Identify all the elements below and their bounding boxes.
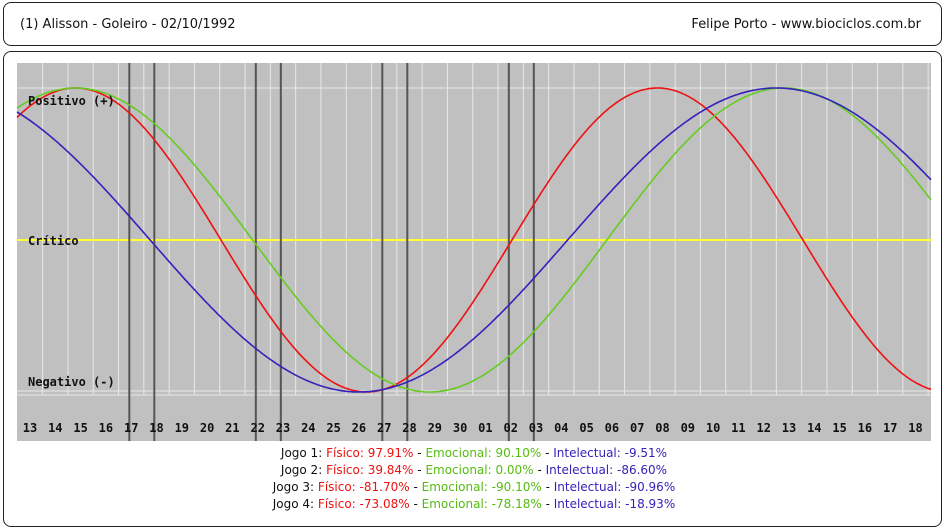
x-tick-label: 04	[554, 421, 568, 435]
x-tick-label: 07	[630, 421, 644, 435]
x-tick-label: 16	[858, 421, 872, 435]
legend-fisico: Físico: 39.84%	[326, 463, 414, 477]
x-tick-label: 28	[402, 421, 416, 435]
x-tick-label: 17	[124, 421, 138, 435]
legend-row-jogo-2: Jogo 2: Físico: 39.84% - Emocional: 0.00…	[0, 462, 948, 479]
x-tick-label: 25	[326, 421, 340, 435]
legend-intelectual: Intelectual: -90.96%	[553, 480, 676, 494]
legend-separator: -	[537, 463, 546, 477]
subject-title: (1) Alisson - Goleiro - 02/10/1992	[20, 17, 236, 32]
label-negativo: Negativo (-)	[28, 375, 115, 389]
label-critico: Crítico	[28, 234, 79, 248]
x-tick-label: 29	[428, 421, 442, 435]
x-tick-label: 18	[908, 421, 922, 435]
series-físico-line	[16, 87, 932, 393]
legend-fisico: Físico: -73.08%	[317, 497, 410, 511]
x-tick-label: 21	[225, 421, 239, 435]
legend-fisico: Físico: -81.70%	[317, 480, 410, 494]
x-tick-label: 26	[352, 421, 366, 435]
x-tick-label: 13	[782, 421, 796, 435]
legend-separator: -	[417, 446, 426, 460]
x-tick-label: 17	[883, 421, 897, 435]
x-tick-label: 23	[276, 421, 290, 435]
x-tick-label: 22	[250, 421, 264, 435]
legend-emocional: Emocional: 0.00%	[425, 463, 534, 477]
legend-row-jogo-1: Jogo 1: Físico: 97.91% - Emocional: 90.1…	[0, 445, 948, 462]
x-tick-label: 18	[149, 421, 163, 435]
label-positivo: Positivo (+)	[28, 94, 115, 108]
x-tick-label: 24	[301, 421, 315, 435]
legend-separator: -	[545, 446, 554, 460]
x-tick-label: 19	[175, 421, 189, 435]
x-tick-label: 16	[99, 421, 113, 435]
legend: Jogo 1: Físico: 97.91% - Emocional: 90.1…	[0, 445, 948, 513]
x-tick-label: 14	[807, 421, 821, 435]
x-tick-label: 13	[23, 421, 37, 435]
x-tick-label: 15	[73, 421, 87, 435]
x-tick-label: 20	[200, 421, 214, 435]
x-tick-label: 06	[605, 421, 619, 435]
x-tick-label: 02	[503, 421, 517, 435]
legend-intelectual: Intelectual: -9.51%	[553, 446, 668, 460]
legend-label: Jogo 1:	[280, 446, 323, 460]
x-tick-label: 14	[48, 421, 62, 435]
x-tick-label: 11	[731, 421, 745, 435]
x-tick-label: 05	[579, 421, 593, 435]
legend-label: Jogo 3:	[272, 480, 315, 494]
x-tick-label: 01	[478, 421, 492, 435]
series-intelectual-line	[16, 87, 932, 393]
legend-separator: -	[545, 497, 554, 511]
header-panel: (1) Alisson - Goleiro - 02/10/1992 Felip…	[3, 2, 942, 46]
legend-separator: -	[413, 497, 422, 511]
x-tick-label: 30	[453, 421, 467, 435]
x-tick-label: 10	[706, 421, 720, 435]
legend-row-jogo-3: Jogo 3: Físico: -81.70% - Emocional: -90…	[0, 479, 948, 496]
legend-separator: -	[413, 480, 422, 494]
author-site: Felipe Porto - www.biociclos.com.br	[691, 17, 921, 32]
legend-emocional: Emocional: -90.10%	[421, 480, 542, 494]
legend-intelectual: Intelectual: -18.93%	[553, 497, 676, 511]
legend-emocional: Emocional: -78.18%	[421, 497, 542, 511]
legend-separator: -	[545, 480, 554, 494]
x-tick-label: 03	[529, 421, 543, 435]
x-tick-label: 27	[377, 421, 391, 435]
x-tick-label: 09	[681, 421, 695, 435]
legend-intelectual: Intelectual: -86.60%	[545, 463, 668, 477]
legend-label: Jogo 4:	[272, 497, 315, 511]
x-tick-label: 12	[756, 421, 770, 435]
x-tick-label: 15	[832, 421, 846, 435]
x-tick-label: 08	[655, 421, 669, 435]
legend-separator: -	[417, 463, 426, 477]
legend-fisico: Físico: 97.91%	[326, 446, 414, 460]
legend-label: Jogo 2:	[280, 463, 323, 477]
legend-row-jogo-4: Jogo 4: Físico: -73.08% - Emocional: -78…	[0, 496, 948, 513]
legend-emocional: Emocional: 90.10%	[425, 446, 542, 460]
